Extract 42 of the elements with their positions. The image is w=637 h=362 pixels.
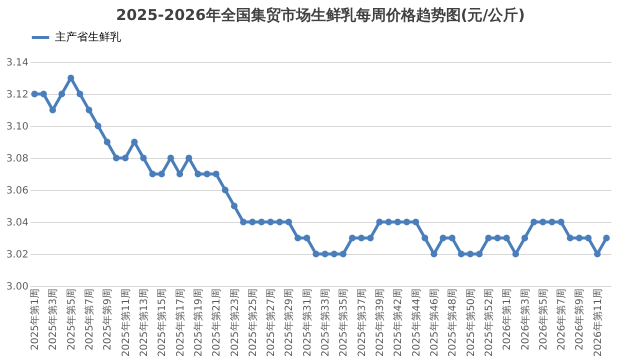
x-tick-label: 2026年第5周 bbox=[537, 288, 550, 350]
x-tick-label: 2025年第19周 bbox=[192, 288, 204, 357]
x-tick-label: 2025年第7周 bbox=[84, 288, 96, 350]
x-tick-label: 2025年第35周 bbox=[338, 288, 350, 357]
x-tick-label: 2025年第17周 bbox=[174, 288, 186, 357]
y-tick-label: 3.14 bbox=[6, 58, 28, 68]
x-tick-label: 2026年第7周 bbox=[556, 288, 568, 350]
y-tick-label: 3.08 bbox=[6, 154, 28, 164]
x-tick-label: 2025年第48周 bbox=[446, 288, 459, 357]
x-tick-label: 2025年第21周 bbox=[210, 288, 223, 357]
chart-title: 2025-2026年全国集贸市场生鲜乳每周价格趋势图(元/公斤) bbox=[116, 6, 525, 24]
y-tick-label: 3.10 bbox=[6, 122, 28, 132]
x-tick-label: 2026年第9周 bbox=[574, 288, 586, 350]
x-tick-label: 2025年第23周 bbox=[228, 288, 241, 357]
x-tick-label: 2025年第39周 bbox=[374, 288, 386, 357]
x-tick-label: 2025年第37周 bbox=[356, 288, 368, 357]
x-tick-label: 2025年第31周 bbox=[301, 288, 314, 357]
x-tick-label: 2025年第25周 bbox=[246, 288, 259, 357]
x-tick-label: 2025年第27周 bbox=[265, 288, 278, 357]
x-tick-label: 2025年第50周 bbox=[464, 288, 477, 357]
x-tick-label: 2025年第9周 bbox=[102, 288, 114, 350]
x-tick-label: 2026年第1周 bbox=[501, 288, 514, 350]
x-tick-label: 2025年第42周 bbox=[392, 288, 404, 357]
y-tick-label: 3.02 bbox=[6, 250, 28, 260]
x-tick-label: 2025年第1周 bbox=[29, 288, 42, 350]
x-tick-label: 2025年第33周 bbox=[320, 288, 332, 357]
x-tick-label: 2026年第3周 bbox=[519, 288, 532, 350]
x-tick-label: 2025年第13周 bbox=[138, 288, 150, 357]
y-tick-label: 3.06 bbox=[6, 186, 28, 196]
x-tick-label: 2025年第3周 bbox=[47, 288, 60, 350]
x-tick-label: 2025年第29周 bbox=[283, 288, 296, 357]
legend-label: 主产省生鲜乳 bbox=[55, 30, 121, 44]
y-tick-label: 3.12 bbox=[6, 90, 28, 100]
x-tick-label: 2025年第44周 bbox=[410, 288, 422, 357]
x-tick-label: 2025年第46周 bbox=[428, 288, 440, 357]
x-tick-label: 2026年第11周 bbox=[592, 288, 604, 357]
x-tick-label: 2025年第52周 bbox=[482, 288, 495, 357]
x-tick-label: 2025年第11周 bbox=[120, 288, 132, 357]
y-tick-label: 3.04 bbox=[6, 218, 28, 228]
x-tick-label: 2025年第5周 bbox=[65, 288, 78, 350]
x-tick-label: 2025年第15周 bbox=[156, 288, 168, 357]
y-tick-label: 3.00 bbox=[6, 282, 28, 292]
